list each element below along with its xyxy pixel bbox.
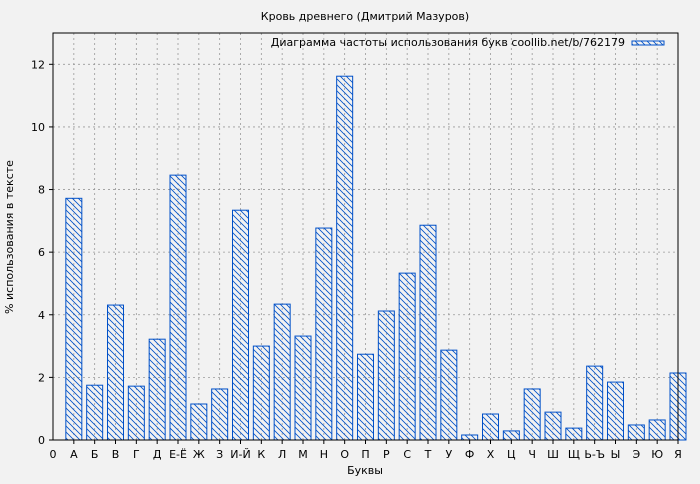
- bar: [273, 303, 291, 441]
- y-tick-label: 4: [38, 309, 45, 322]
- x-tick-label: И-Й: [230, 448, 250, 461]
- bar: [627, 424, 645, 441]
- x-tick-label: Я: [674, 448, 682, 461]
- bar: [440, 349, 458, 441]
- x-axis-label: Буквы: [347, 464, 383, 477]
- x-tick-label: Б: [91, 448, 99, 461]
- x-tick-label: Ф: [465, 448, 474, 461]
- bar: [523, 388, 541, 441]
- x-tick-label: З: [216, 448, 223, 461]
- x-tick-label: Э: [632, 448, 640, 461]
- plot-frame: [52, 32, 679, 441]
- x-tick-label: Ж: [193, 448, 205, 461]
- x-tick-label: Ш: [547, 448, 559, 461]
- x-tick-label: О: [340, 448, 349, 461]
- x-tick-label: Е-Ё: [169, 448, 187, 461]
- y-tick-label: 0: [38, 434, 45, 447]
- bar: [357, 353, 374, 441]
- x-tick-label: С: [403, 448, 411, 461]
- x-tick-label: А: [70, 448, 78, 461]
- x-tick-label: Г: [133, 448, 140, 461]
- bar: [211, 388, 229, 441]
- x-tick-label: Д: [153, 448, 162, 461]
- bar: [565, 427, 583, 441]
- x-tick-label: М: [298, 448, 308, 461]
- y-tick-label: 2: [38, 371, 45, 384]
- x-tick-label: Х: [487, 448, 495, 461]
- x-tick-label: К: [257, 448, 265, 461]
- bar: [377, 310, 395, 441]
- bar: [398, 272, 416, 441]
- bar: [107, 304, 124, 441]
- bar: [482, 413, 499, 441]
- bar: [586, 365, 604, 441]
- bar: [65, 197, 83, 441]
- bar: [315, 227, 333, 441]
- y-axis-label: % использования в тексте: [3, 160, 16, 314]
- bar: [232, 209, 249, 441]
- x-tick-label: Н: [320, 448, 328, 461]
- x-tick-label: 0: [50, 448, 57, 461]
- y-tick-label: 6: [38, 246, 45, 259]
- bar: [544, 411, 562, 441]
- x-tick-label: Ц: [507, 448, 516, 461]
- y-tick-label: 12: [31, 58, 45, 71]
- x-tick-label: В: [112, 448, 120, 461]
- bar: [127, 385, 145, 441]
- x-tick-label: Ч: [528, 448, 536, 461]
- bar: [461, 434, 479, 441]
- x-tick-label: Щ: [568, 448, 580, 461]
- x-tick-label: Р: [383, 448, 390, 461]
- bar: [607, 381, 624, 441]
- y-tick-label: 10: [31, 121, 45, 134]
- bar: [86, 384, 104, 441]
- bar: [419, 224, 437, 441]
- chart-title: Кровь древнего (Дмитрий Мазуров): [261, 10, 469, 23]
- x-tick-label: Т: [424, 448, 432, 461]
- x-tick-label: Ы: [611, 448, 621, 461]
- x-tick-label: Л: [278, 448, 286, 461]
- bar: [648, 419, 666, 441]
- legend-swatch: [631, 40, 665, 46]
- bar: [502, 430, 520, 441]
- legend-label: Диаграмма частоты использования букв coo…: [271, 36, 625, 49]
- bar: [190, 403, 208, 441]
- x-tick-label: Ю: [651, 448, 663, 461]
- x-tick-label: Ь-Ъ: [584, 448, 605, 461]
- bar: [169, 174, 187, 441]
- y-tick-label: 8: [38, 184, 45, 197]
- bar: [252, 345, 270, 441]
- x-tick-label: У: [445, 448, 452, 461]
- x-tick-label: П: [361, 448, 369, 461]
- bar: [336, 75, 354, 441]
- bar: [294, 335, 312, 441]
- bar: [148, 338, 166, 441]
